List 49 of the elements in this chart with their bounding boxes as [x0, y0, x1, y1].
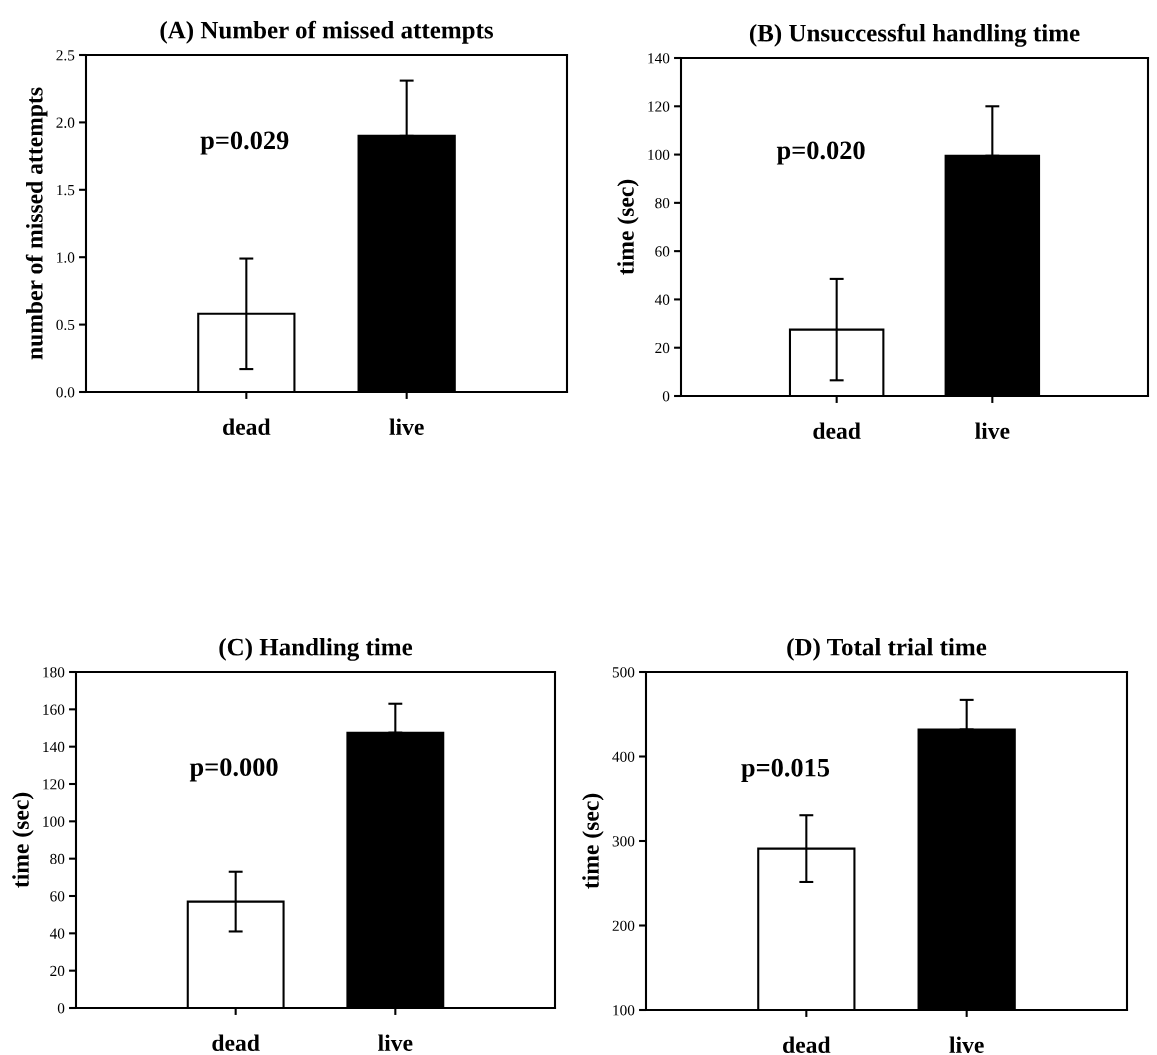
y-tick-label: 500	[612, 667, 635, 678]
x-tick-label: live	[378, 1034, 413, 1052]
y-tick-label: 200	[612, 920, 635, 931]
chart-title: (B) Unsuccessful handling time	[749, 23, 1080, 47]
y-tick-label: 1.0	[57, 252, 75, 263]
x-tick-label: dead	[223, 418, 271, 436]
annotation: p=0.029	[200, 131, 289, 155]
y-axis-title: time (sec)	[617, 179, 639, 275]
chart-title: (D) Total trial time	[787, 637, 987, 661]
y-axis-title: time (sec)	[582, 793, 604, 889]
y-tick-label: 80	[655, 198, 670, 209]
y-tick-label: 60	[655, 246, 670, 257]
y-tick-label: 20	[50, 965, 65, 977]
annotation: p=0.000	[189, 758, 278, 782]
y-tick-label: 120	[43, 779, 65, 790]
x-tick-label: dead	[813, 422, 861, 440]
y-axis-title: number of missed attempts	[25, 87, 48, 360]
y-tick-label: 140	[648, 53, 670, 64]
y-tick-label: 100	[613, 1005, 635, 1016]
y-tick-label: 0.0	[56, 387, 75, 398]
y-tick-label: 2.0	[56, 117, 75, 128]
y-tick-label: 100	[648, 149, 670, 161]
y-tick-label: 20	[655, 342, 670, 354]
x-tick-label: live	[949, 1036, 984, 1054]
y-tick-label: 100	[43, 816, 65, 827]
y-tick-label: 40	[654, 294, 670, 305]
x-tick-label: live	[975, 422, 1010, 440]
y-tick-label: 2.5	[56, 50, 75, 61]
x-tick-label: dead	[783, 1036, 831, 1054]
y-tick-label: 40	[49, 928, 65, 939]
x-tick-label: live	[389, 418, 424, 436]
y-tick-label: 120	[648, 101, 670, 112]
y-tick-label: 160	[43, 704, 65, 715]
y-tick-label: 0	[662, 391, 670, 402]
y-tick-label: 300	[612, 836, 635, 847]
chart-title: (C) Handling time	[219, 637, 413, 661]
y-tick-label: 1.5	[57, 185, 75, 196]
x-tick-label: dead	[212, 1034, 260, 1052]
y-tick-label: 0	[57, 1003, 65, 1014]
y-tick-label: 180	[43, 667, 65, 678]
y-axis-title: time (sec)	[12, 792, 34, 888]
y-tick-label: 60	[50, 891, 65, 902]
annotation: p=0.015	[741, 758, 830, 782]
annotation: p=0.020	[776, 141, 865, 165]
y-tick-label: 0.5	[56, 319, 75, 331]
y-tick-label: 400	[612, 751, 635, 762]
chart-title: (A) Number of missed attempts	[160, 20, 494, 44]
y-tick-label: 80	[50, 853, 65, 865]
y-tick-label: 140	[43, 741, 65, 753]
